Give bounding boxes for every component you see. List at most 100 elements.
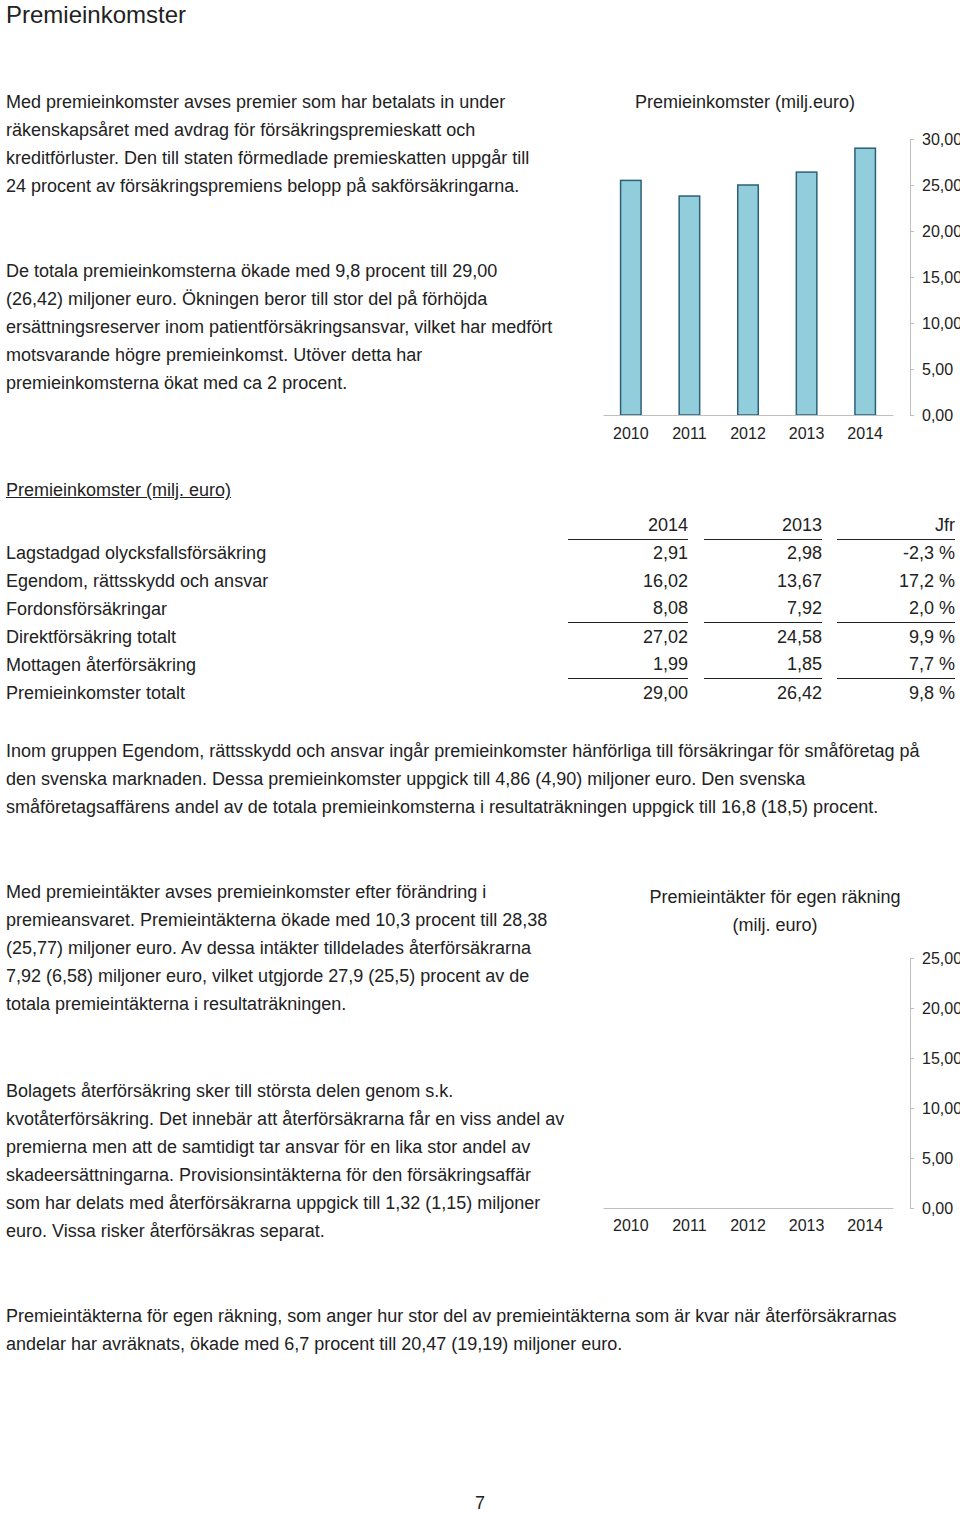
tick: 5,00: [910, 1150, 953, 1167]
table-header: Jfr: [837, 511, 955, 540]
tick-label: 2010: [613, 1217, 649, 1234]
tick: 25,00: [910, 177, 960, 194]
table-cell: 17,2 %: [837, 567, 955, 595]
tick-label: 2013: [789, 1217, 825, 1234]
axis-line: [911, 140, 915, 416]
tick-mark: [910, 1058, 914, 1059]
tick-mark: [910, 1008, 914, 1009]
table-cell: 16,02: [568, 567, 688, 595]
table-header: 2013: [704, 511, 822, 540]
tick-mark: [910, 277, 914, 278]
tick-mark: [910, 139, 914, 140]
tick-mark: [910, 1158, 914, 1159]
tick: 10,00: [910, 315, 960, 332]
tick-label: 15,00: [922, 1050, 960, 1067]
table-cell: 13,67: [704, 567, 822, 595]
tick: 2011: [672, 415, 707, 442]
tick: 30,00: [910, 131, 960, 148]
axis-line: [911, 959, 915, 1209]
table-cell: 24,58: [704, 623, 822, 651]
bar: [621, 180, 642, 415]
tick-label: 2011: [672, 1217, 707, 1234]
tick-label: 2012: [730, 1217, 766, 1234]
table-cell: 1,99: [568, 651, 688, 679]
table-header: 2014: [568, 511, 688, 540]
chart: Premieinkomster (milj.euro)0,005,0010,00…: [604, 92, 960, 442]
table-cell: 29,00: [568, 679, 688, 707]
paragraph: Premieintäkterna för egen räkning, som a…: [6, 1302, 954, 1358]
table-cell: 2,0 %: [837, 595, 955, 623]
tick-mark: [910, 1208, 914, 1209]
tick: 2013: [789, 415, 825, 442]
row-label: Egendom, rättsskydd och ansvar: [6, 567, 546, 595]
tick-mark: [910, 958, 914, 959]
table-cell: 9,8 %: [837, 679, 955, 707]
x-axis: 2010 2011 2012 2013 2014: [604, 415, 894, 442]
table-cell: 2,98: [704, 539, 822, 567]
table-cell: 8,08: [568, 595, 688, 623]
tick-label: 2013: [789, 425, 825, 442]
chart: Premieintäkter för egen räkning (milj. eu…: [604, 887, 960, 1234]
tick: 2013: [789, 1208, 825, 1234]
table-cell: 26,42: [704, 679, 822, 707]
tick-label: 2014: [847, 425, 883, 442]
tick: 15,00: [910, 1050, 960, 1067]
tick-label: 25,00: [922, 950, 960, 967]
tick-label: 2014: [847, 1217, 883, 1234]
tick-label: 30,00: [922, 131, 960, 148]
table-cell: 7,92: [704, 595, 822, 623]
tick: 20,00: [910, 223, 960, 240]
charts: Premieinkomster (milj.euro) 0,00 5,00 10,00…: [0, 0, 960, 1513]
axis-line: [604, 415, 894, 416]
table-cell: 27,02: [568, 623, 688, 651]
paragraph: Med premieintäkter avses premieinkomster…: [6, 878, 566, 1018]
tick-label: 20,00: [922, 1000, 960, 1017]
tick-mark: [910, 231, 914, 232]
tick: 5,00: [910, 361, 953, 378]
axis-line: [604, 1208, 894, 1209]
tick: 2010: [613, 1208, 649, 1234]
tick: 20,00: [910, 1000, 960, 1017]
chart-subtitle: (milj. euro): [732, 915, 817, 935]
tick-label: 20,00: [922, 223, 960, 240]
paragraph: De totala premieinkomsterna ökade med 9,…: [6, 257, 554, 397]
tick-mark: [910, 1108, 914, 1109]
tick: 2014: [847, 415, 883, 442]
tick-mark: [910, 323, 914, 324]
chart-title: Premieinkomster (milj.euro): [635, 92, 855, 112]
row-label: Premieinkomster totalt: [6, 679, 546, 707]
table-cell: 1,85: [704, 651, 822, 679]
tick: 2012: [730, 1208, 766, 1234]
paragraph: Inom gruppen Egendom, rättsskydd och ans…: [6, 737, 954, 821]
tick-label: 5,00: [922, 1150, 953, 1167]
tick: 25,00: [910, 950, 960, 967]
x-axis: 2010 2011 2012 2013 2014: [604, 1208, 894, 1234]
tick: 10,00: [910, 1100, 960, 1117]
bar: [738, 185, 759, 415]
tick-label: 2012: [730, 425, 766, 442]
heading: Premieinkomster: [6, 0, 506, 30]
tick: 15,00: [910, 269, 960, 286]
tick-label: 0,00: [922, 1200, 953, 1217]
page-number: 7: [460, 1489, 500, 1513]
tick-label: 15,00: [922, 269, 960, 286]
tick-label: 5,00: [922, 361, 953, 378]
paragraph: Med premieinkomster avses premier som ha…: [6, 88, 554, 200]
row-label: Fordonsförsäkringar: [6, 595, 546, 623]
chart-title: Premieintäkter för egen räkning: [649, 887, 900, 907]
table-cell: -2,3 %: [837, 539, 955, 567]
table-cell: 2,91: [568, 539, 688, 567]
bars: [621, 148, 876, 415]
bar: [796, 172, 817, 415]
table-cell: 9,9 %: [837, 623, 955, 651]
table-title: Premieinkomster (milj. euro): [6, 476, 406, 504]
tick-label: 2011: [672, 425, 707, 442]
paragraph: Bolagets återförsäkring sker till störst…: [6, 1077, 566, 1245]
bar: [679, 196, 700, 415]
tick: 2010: [613, 415, 649, 442]
tick: 2014: [847, 1208, 883, 1234]
table-cell: 7,7 %: [837, 651, 955, 679]
bar: [855, 148, 876, 415]
tick: 0,00: [910, 1200, 953, 1217]
tick-mark: [910, 185, 914, 186]
